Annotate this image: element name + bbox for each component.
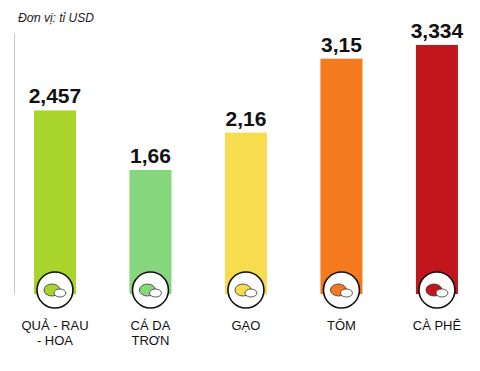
x-tick-label-line: GẠO (231, 318, 260, 333)
icon-circle (228, 272, 264, 308)
bar (225, 133, 267, 294)
x-tick-label: QUẢ - RAU- HOA (21, 318, 88, 348)
x-tick-label-line: - HOA (37, 333, 73, 348)
x-tick-label-line: CÁ DA (131, 318, 171, 333)
data-label: 1,66 (130, 144, 171, 167)
x-tick-label: TÔM (327, 318, 356, 333)
icon (37, 272, 73, 308)
data-labels: 2,457 1,66 2,16 3,15 3,334 (29, 19, 464, 167)
x-tick: CÁ DATRƠN (131, 318, 171, 348)
data-label: 2,457 (29, 84, 82, 107)
x-tick-label-line: TRƠN (132, 333, 170, 348)
icon-shape (149, 289, 161, 297)
bar (34, 110, 76, 294)
x-tick-label-line: QUẢ - RAU (21, 318, 88, 333)
icon-shape (245, 289, 257, 297)
y-axis-line (14, 33, 15, 294)
x-tick: CÀ PHÊ (413, 318, 462, 333)
icon (419, 272, 455, 308)
icon (132, 272, 168, 308)
bar (320, 59, 362, 294)
x-tick-label-line: TÔM (327, 318, 356, 333)
bars (34, 45, 458, 294)
icon (323, 272, 359, 308)
icon-shape (340, 289, 352, 297)
icon-circle (419, 272, 455, 308)
x-tick-label: GẠO (231, 318, 260, 333)
icon-shape (54, 289, 66, 297)
x-axis: QUẢ - RAU- HOA CÁ DATRƠN GẠO TÔM CÀ PHÊ (21, 318, 461, 348)
chart: Đơn vị: tỉ USD 2,457 1,66 2,16 3,15 3,334 QUẢ … (0, 0, 480, 371)
icon-circle (132, 272, 168, 308)
data-label: 3,15 (321, 33, 362, 56)
x-tick-label: CÁ DATRƠN (131, 318, 171, 348)
data-label: 2,16 (226, 107, 267, 130)
bar (416, 45, 458, 294)
x-tick: GẠO (231, 318, 260, 333)
icons (37, 272, 455, 308)
x-tick: QUẢ - RAU- HOA (21, 318, 88, 348)
y-axis (14, 33, 15, 294)
icon-circle (37, 272, 73, 308)
x-tick-label: CÀ PHÊ (413, 318, 462, 333)
x-tick-label-line: CÀ PHÊ (413, 318, 462, 333)
icon-shape (436, 289, 448, 297)
icon-circle (323, 272, 359, 308)
x-tick: TÔM (327, 318, 356, 333)
title: Đơn vị: tỉ USD (18, 11, 94, 25)
icon (228, 272, 264, 308)
data-label: 3,334 (411, 19, 464, 42)
